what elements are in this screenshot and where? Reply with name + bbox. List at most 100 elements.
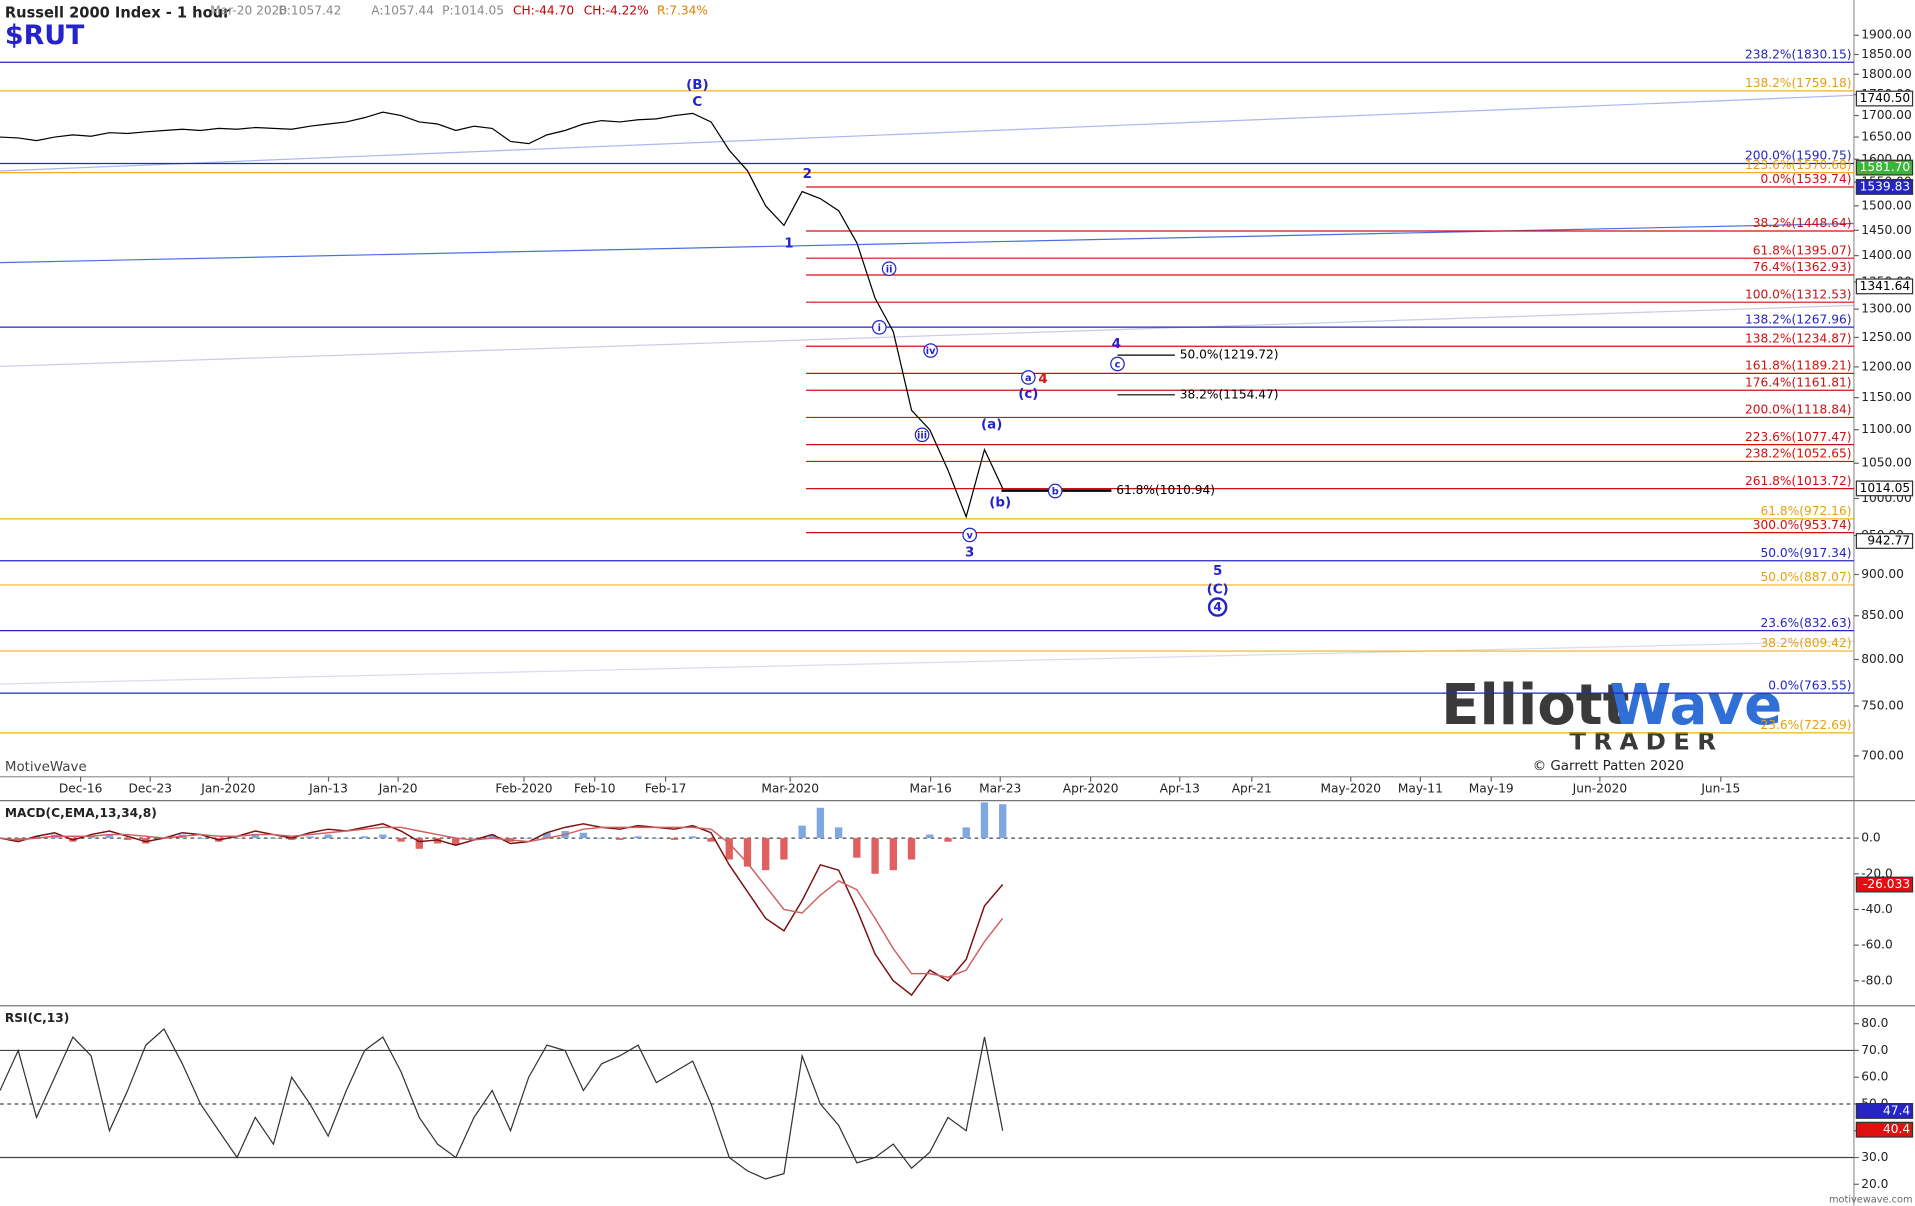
fib-label: 200.0%(1118.84): [1745, 403, 1852, 417]
wave-label: C: [692, 95, 702, 110]
wave-label: 1: [784, 237, 793, 252]
footer: motivewave.com: [1829, 1194, 1913, 1205]
wave-circle: [962, 527, 978, 543]
wave-label: i: [878, 323, 881, 334]
macd-line: [0, 826, 1004, 978]
histogram-bar: [251, 834, 259, 839]
value-box: [1855, 876, 1914, 893]
fib-label: 138.2%(1267.96): [1745, 312, 1852, 326]
y-tick-label: 60.0: [1861, 1070, 1888, 1084]
projection-label: 50.0%(1219.72): [1180, 348, 1279, 362]
histogram-bar: [342, 838, 351, 839]
wave-label: (a): [981, 417, 1002, 432]
fib-label: 23.6%(722.69): [1760, 718, 1851, 732]
histogram-bar: [871, 838, 879, 874]
fib-label: 138.2%(1759.18): [1745, 76, 1852, 90]
fib-label: 38.2%(1448.64): [1753, 216, 1852, 230]
value-box-label: 1014.05: [1860, 481, 1910, 495]
wave-label: 5: [1213, 564, 1222, 579]
histogram-bar: [288, 838, 296, 840]
value-box-label: 1581.70: [1860, 160, 1910, 174]
x-tick-label: Dec-23: [128, 782, 172, 796]
fib-label: 38.2%(809.42): [1760, 636, 1851, 650]
histogram-bar: [780, 838, 788, 860]
logo-text: Wave: [1610, 673, 1783, 738]
y-tick-label: -60.0: [1861, 938, 1893, 952]
histogram-bar: [999, 804, 1007, 839]
x-tick-label: Mar-16: [910, 782, 952, 796]
panel-title: RSI(C,13): [5, 1011, 69, 1025]
value-box: [1855, 533, 1914, 549]
x-tick-label: Mar-23: [979, 782, 1021, 796]
quote-field: B:1057.42: [278, 4, 341, 18]
fib-label: 61.8%(972.16): [1760, 504, 1851, 518]
x-tick-label: Feb-10: [574, 782, 616, 796]
histogram-bar: [397, 838, 405, 842]
histogram-bar: [379, 834, 387, 839]
histogram-bar: [725, 838, 733, 860]
fib-label: 76.4%(1362.93): [1753, 260, 1852, 274]
y-tick-label: 1250.00: [1861, 330, 1911, 344]
fib-label: 161.8%(1189.21): [1745, 359, 1852, 373]
histogram-bar: [670, 838, 679, 840]
wave-label: 4: [1213, 600, 1222, 614]
histogram-bar: [142, 838, 150, 844]
trend-line: [0, 304, 1854, 368]
logo-subtext: TRADER: [1569, 727, 1723, 756]
histogram-bar: [634, 836, 642, 839]
projection-label: 38.2%(1154.47): [1180, 387, 1279, 401]
histogram-bar: [798, 825, 806, 839]
fib-label: 223.6%(1077.47): [1745, 430, 1852, 444]
fib-label: 0.0%(1539.74): [1760, 172, 1851, 186]
quote-field: Mar-20 2020: [210, 4, 287, 18]
y-tick-label: 850.00: [1861, 608, 1904, 622]
wave-label: v: [967, 531, 974, 542]
wave-circle: [1207, 597, 1228, 617]
y-tick-label: 900.00: [1861, 567, 1904, 581]
y-tick-label: 1100.00: [1861, 422, 1911, 436]
wave-label: (c): [1018, 387, 1038, 402]
y-tick-label: 1450.00: [1861, 223, 1911, 237]
x-tick-label: May-2020: [1321, 782, 1381, 796]
histogram-bar: [269, 838, 278, 839]
title: Russell 2000 Index - 1 hour: [5, 4, 231, 21]
value-box: [1855, 159, 1914, 176]
histogram-bar: [123, 838, 132, 840]
histogram-bar: [652, 838, 660, 839]
histogram-bar: [834, 827, 843, 839]
logo: Elliott Wave TRADER: [1441, 673, 1782, 756]
histogram-bar: [196, 838, 205, 839]
trend-line: [0, 640, 1854, 685]
histogram-bar: [762, 838, 770, 871]
y-tick-label: 70.0: [1861, 1043, 1888, 1057]
histogram-bar: [743, 838, 752, 867]
y-tick-label: 80.0: [1861, 1016, 1888, 1030]
histogram-bar: [616, 838, 624, 840]
value-box: [1855, 90, 1914, 107]
y-tick-label: 1150.00: [1861, 390, 1911, 404]
wave-circle: [1047, 483, 1063, 499]
wave-circle: [872, 320, 887, 335]
histogram-bar: [324, 834, 332, 839]
histogram-bar: [360, 836, 369, 839]
y-tick-label: 1900.00: [1861, 28, 1911, 42]
y-tick-label: 1800.00: [1861, 67, 1911, 81]
y-tick-label: -80.0: [1861, 973, 1893, 987]
histogram-bar: [306, 836, 314, 839]
histogram-bar: [87, 836, 95, 839]
quote-field: CH:-44.70: [513, 4, 574, 18]
histogram-bar: [32, 836, 41, 839]
histogram-bar: [816, 807, 825, 839]
quote-field: CH:-4.22%: [584, 4, 649, 18]
wave-label: (b): [989, 496, 1011, 511]
y-tick-label: 1700.00: [1861, 108, 1911, 122]
value-box-label: 47.4: [1883, 1103, 1910, 1117]
histogram-bar: [907, 838, 916, 860]
value-box-label: 942.77: [1867, 533, 1910, 547]
trend-line: [0, 94, 1854, 172]
fib-label: 100.0%(1312.53): [1745, 287, 1852, 301]
fib-label: 200.0%(1590.75): [1745, 149, 1852, 163]
histogram-bar: [579, 832, 588, 839]
wave-label: 2: [803, 167, 812, 182]
